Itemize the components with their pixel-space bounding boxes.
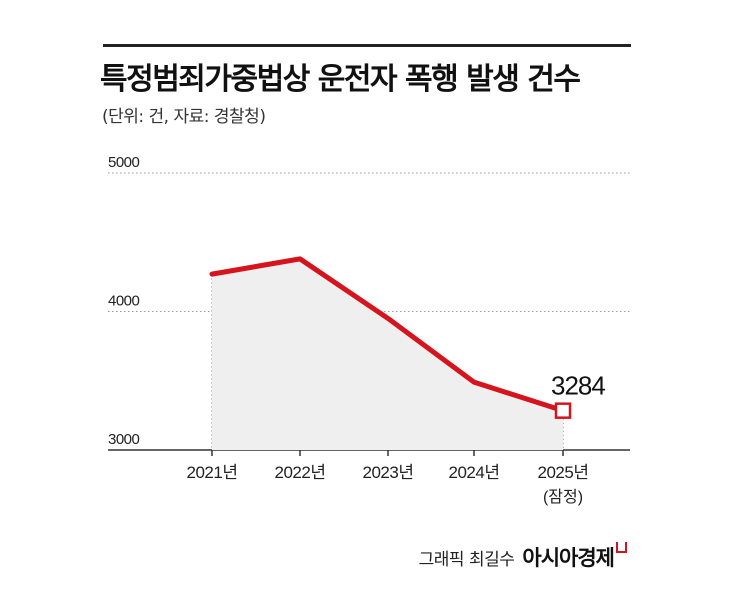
- line-layer: [209, 256, 572, 419]
- graphic-credit: 그래픽 최길수: [418, 550, 515, 570]
- x-tick-label-1: 2022년: [275, 463, 326, 482]
- publisher-logo: 아시아경제: [522, 542, 627, 572]
- logo-mark-icon: [616, 542, 627, 553]
- publisher-logo-text: 아시아경제: [522, 546, 615, 570]
- data-label-0: 3284: [551, 371, 605, 401]
- chart-subtitle: (단위: 건, 자료: 경찰청): [102, 107, 266, 127]
- area-layer: [212, 258, 563, 450]
- x-tick-label-0: 2021년: [187, 463, 238, 482]
- label-layer: 3000 4000 5000 3284 2021년 2022년 2023년 2024년 2025…: [108, 154, 606, 506]
- series-area: [212, 258, 563, 450]
- x-tick-label-4: 2025년: [538, 463, 589, 482]
- end-point-marker: [554, 402, 572, 419]
- x-tick-label-2: 2023년: [363, 463, 414, 482]
- series-line: [209, 256, 566, 414]
- chart-title: 특정범죄가중법상 운전자 폭행 발생 건수: [100, 62, 581, 97]
- y-tick-label-4000: 4000: [108, 293, 140, 310]
- y-tick-label-3000: 3000: [108, 431, 140, 448]
- x-tick-label-3: 2024년: [449, 463, 500, 482]
- x-tick-sublabel-4: (잠정): [543, 488, 583, 506]
- y-tick-label-5000: 5000: [108, 154, 140, 171]
- top-rule: [103, 44, 631, 47]
- credit: 그래픽 최길수 아시아경제: [419, 542, 627, 572]
